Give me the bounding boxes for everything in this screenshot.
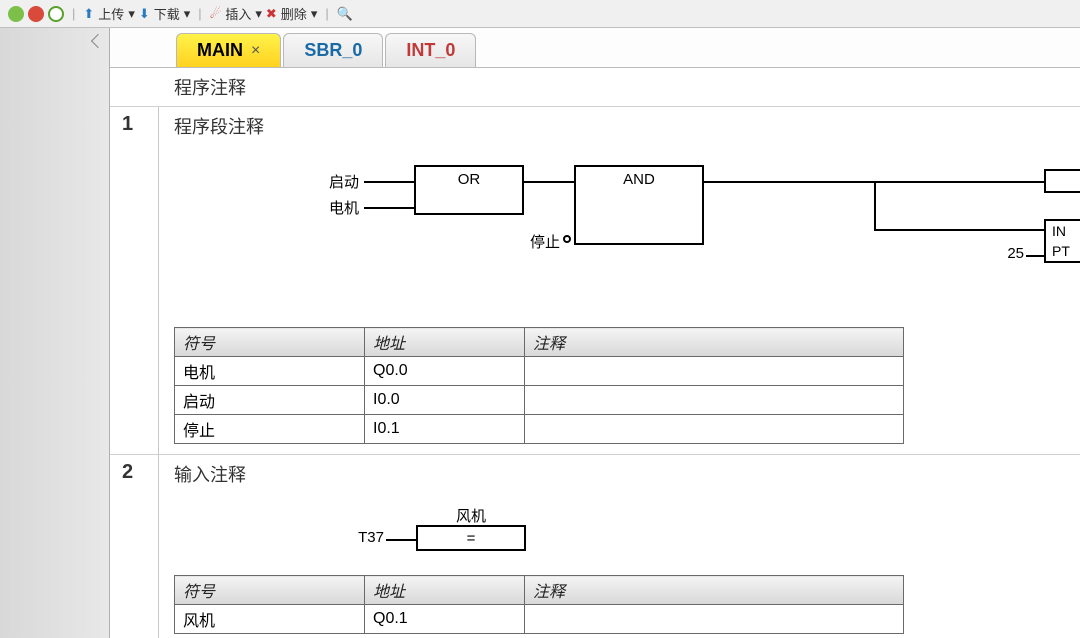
left-panel [0,28,110,638]
wire [1026,255,1044,257]
table-row[interactable]: 电机 Q0.0 [175,357,904,386]
dropdown-icon[interactable]: ▾ [255,6,262,22]
timer-in-label: IN [1052,221,1066,241]
input-label-start: 启动 [309,171,359,192]
cell-address: I0.1 [365,415,525,444]
and-label: AND [623,171,655,188]
col-address: 地址 [365,576,525,605]
network-index: 1 [122,113,133,136]
timer-pt-value: 25 [994,245,1024,262]
toolbar: | ⬆ 上传 ▾ ⬇ 下载 ▾ | ☄ 插入 ▾ ✖ 删除 ▾ | 🔍 [0,0,1080,28]
cell-symbol: 停止 [175,415,365,444]
tab-sbr0[interactable]: SBR_0 [283,33,383,67]
col-address: 地址 [365,328,525,357]
cell-address: Q0.1 [365,605,525,634]
col-symbol: 符号 [175,328,365,357]
symbol-table-1[interactable]: 符号 地址 注释 电机 Q0.0 启动 I0.0 [174,327,904,444]
col-symbol: 符号 [175,576,365,605]
coil-fan[interactable]: = [416,525,526,551]
cell-comment [525,605,904,634]
input-label-motor: 电机 [309,197,359,218]
ladder-diagram-2[interactable]: T37 风机 = [174,493,1080,563]
dropdown-icon[interactable]: ▾ [128,6,135,22]
col-comment: 注释 [525,328,904,357]
coil-motor[interactable]: = [1044,169,1080,193]
cell-symbol: 风机 [175,605,365,634]
cell-comment [525,415,904,444]
table-row[interactable]: 停止 I0.1 [175,415,904,444]
wire [874,181,876,231]
network-title[interactable]: 程序段注释 [110,107,1080,145]
timer-pt-label: PT [1052,241,1070,261]
program-comment[interactable]: 程序注释 [110,68,1080,107]
delete-button[interactable]: 删除 [281,4,307,23]
tab-strip: MAIN × SBR_0 INT_0 [110,28,1080,68]
coil-symbol: = [467,530,476,547]
wire [364,207,414,209]
cell-symbol: 启动 [175,386,365,415]
wire [364,181,414,183]
cell-address: I0.0 [365,386,525,415]
negate-dot-icon [563,235,571,243]
stop-icon[interactable] [28,6,44,22]
tab-label: MAIN [197,40,243,61]
insert-icon: ☄ [210,6,222,22]
timer-name-label: T37 [1044,201,1080,218]
input-label-stop: 停止 [510,231,560,252]
delete-icon: ✖ [266,6,277,22]
run-icon[interactable] [8,6,24,22]
cell-symbol: 电机 [175,357,365,386]
dropdown-icon[interactable]: ▾ [184,6,191,22]
network-1: 1 程序段注释 启动 电机 OR [110,107,1080,455]
download-button[interactable]: 下载 [154,4,180,23]
network-title[interactable]: 输入注释 [110,455,1080,493]
insert-button[interactable]: 插入 [225,4,251,23]
tab-label: INT_0 [406,40,455,61]
table-row[interactable]: 启动 I0.0 [175,386,904,415]
wire [386,539,416,541]
cell-comment [525,357,904,386]
cell-comment [525,386,904,415]
col-comment: 注释 [525,576,904,605]
wire [524,181,574,183]
divider: | [72,6,75,21]
coil-label-fan: 风机 [416,505,526,526]
divider: | [198,6,201,21]
compile-icon[interactable] [48,6,64,22]
upload-arrow-icon: ⬆ [83,6,94,22]
gutter-line [158,455,159,638]
network-2: 2 输入注释 T37 风机 = 符号 地址 注释 [110,455,1080,638]
dropdown-icon[interactable]: ▾ [311,6,318,22]
network-index: 2 [122,461,133,484]
gutter-line [158,107,159,454]
tab-main[interactable]: MAIN × [176,33,281,67]
and-block[interactable]: AND [574,165,704,245]
or-label: OR [458,171,481,188]
tab-label: SBR_0 [304,40,362,61]
editor-area: MAIN × SBR_0 INT_0 程序注释 1 程序段注释 启动 电机 [110,28,1080,638]
close-icon[interactable]: × [251,42,260,60]
or-block[interactable]: OR [414,165,524,215]
symbol-table-2[interactable]: 符号 地址 注释 风机 Q0.1 [174,575,904,634]
ladder-diagram-1[interactable]: 启动 电机 OR AND 停止 [174,145,1080,315]
download-arrow-icon: ⬇ [139,6,150,22]
input-label-t37: T37 [334,529,384,546]
table-row[interactable]: 风机 Q0.1 [175,605,904,634]
find-icon[interactable]: 🔍 [337,6,353,22]
collapse-marker-icon[interactable] [91,34,105,48]
wire [874,229,1044,231]
cell-address: Q0.0 [365,357,525,386]
divider: | [325,6,328,21]
tab-int0[interactable]: INT_0 [385,33,476,67]
timer-block[interactable]: IN TON PT 100 ms [1044,219,1080,263]
upload-button[interactable]: 上传 [98,4,124,23]
